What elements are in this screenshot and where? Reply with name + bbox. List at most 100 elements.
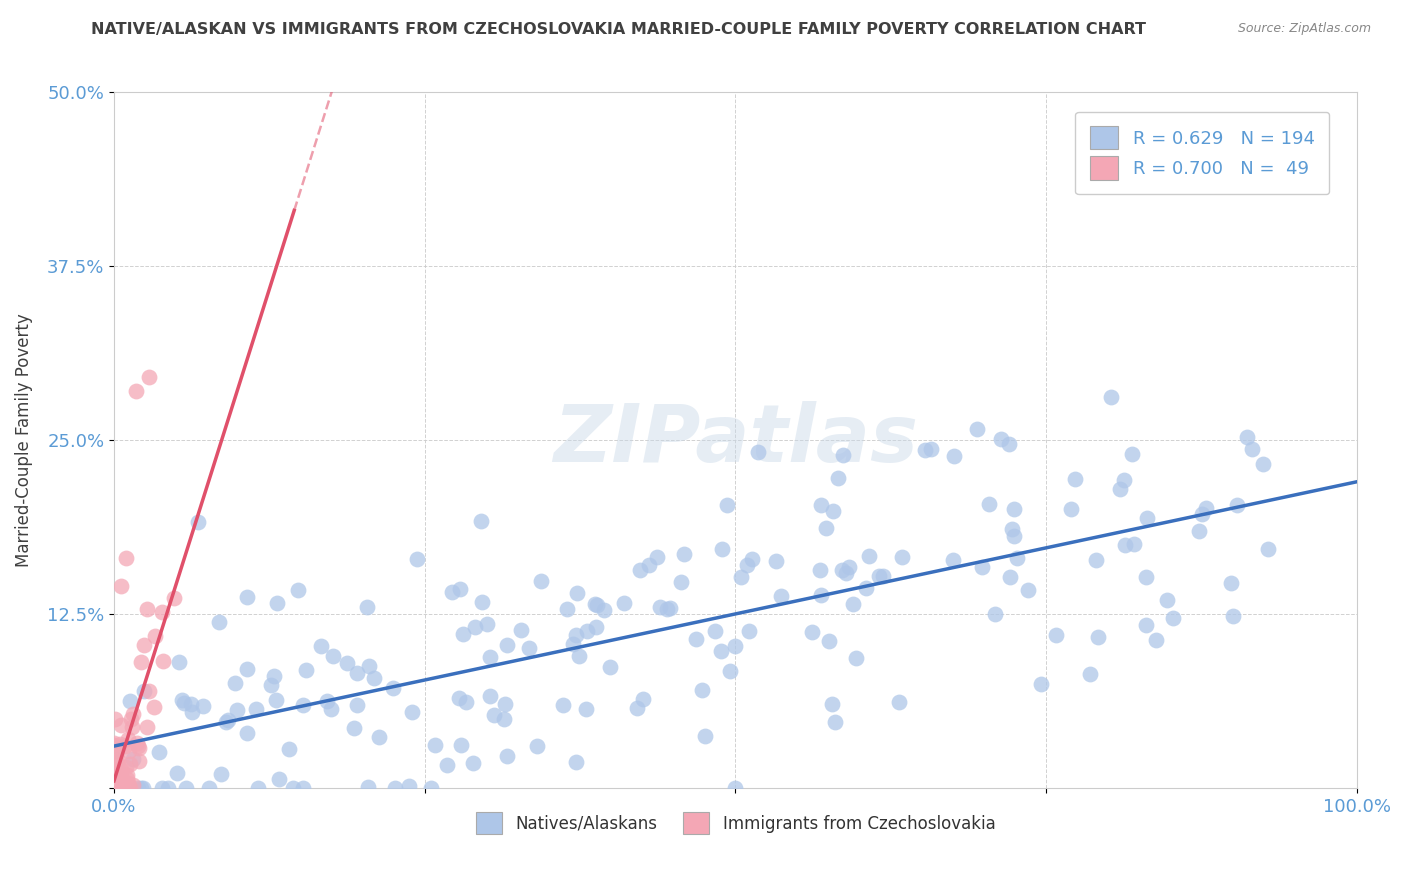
Point [132,780,155,795]
Point [152,654,174,668]
Point [583,597,606,611]
Point [208,615,231,629]
Point [450,739,472,753]
Point [735,558,758,572]
Point [148,745,170,759]
Point [226,703,249,717]
Point [172,693,194,707]
Point [723,639,745,653]
Point [565,628,588,642]
Point [1045,628,1067,642]
Point [478,689,501,703]
Point [1188,524,1211,538]
Point [765,553,787,567]
Point [517,640,540,655]
Point [224,676,246,690]
Point [236,725,259,739]
Point [1144,632,1167,647]
Point [129,656,152,670]
Point [1087,630,1109,644]
Point [645,550,668,565]
Point [115,768,138,782]
Point [1078,667,1101,681]
Point [1136,510,1159,524]
Point [628,563,651,577]
Point [104,780,127,795]
Point [730,570,752,584]
Point [810,498,832,512]
Point [1000,522,1022,536]
Point [105,778,128,792]
Point [631,692,654,706]
Point [1121,447,1143,461]
Point [872,568,894,582]
Point [103,768,125,782]
Point [801,625,824,640]
Point [1191,507,1213,521]
Point [104,770,127,784]
Point [447,691,470,706]
Point [104,754,127,768]
Point [117,731,139,746]
Text: ZIPatlas: ZIPatlas [553,401,918,479]
Point [357,780,380,795]
Point [808,563,831,577]
Legend: Natives/Alaskans, Immigrants from Czechoslovakia: Natives/Alaskans, Immigrants from Czecho… [467,804,1004,842]
Point [287,583,309,598]
Point [831,563,853,577]
Point [209,767,232,781]
Point [889,695,911,709]
Point [111,776,134,790]
Point [810,588,832,602]
Point [475,616,498,631]
Point [191,699,214,714]
Point [1017,583,1039,598]
Point [818,634,841,648]
Point [1240,442,1263,456]
Point [142,700,165,714]
Point [107,772,129,787]
Point [321,648,343,663]
Point [132,683,155,698]
Point [180,698,202,712]
Point [565,586,588,600]
Point [401,705,423,719]
Point [107,780,129,794]
Point [599,660,621,674]
Point [316,694,339,708]
Point [1156,592,1178,607]
Point [104,764,127,779]
Point [104,767,127,781]
Point [838,560,860,574]
Point [181,705,204,719]
Point [454,694,477,708]
Point [1108,482,1130,496]
Point [1002,502,1025,516]
Point [585,598,607,612]
Point [553,698,575,713]
Point [343,721,366,735]
Point [482,707,505,722]
Point [638,558,661,573]
Point [117,772,139,786]
Point [108,765,131,780]
Point [150,780,173,795]
Point [319,702,342,716]
Point [464,620,486,634]
Point [672,547,695,561]
Y-axis label: Married-Couple Family Poverty: Married-Couple Family Poverty [15,313,32,566]
Point [104,780,127,795]
Point [110,780,132,795]
Point [1251,457,1274,471]
Point [128,741,150,756]
Point [419,780,441,795]
Point [575,701,598,715]
Point [920,442,942,456]
Point [1005,551,1028,566]
Point [529,574,551,589]
Point [127,780,149,795]
Point [832,448,855,462]
Point [128,755,150,769]
Point [163,591,186,606]
Point [495,749,517,764]
